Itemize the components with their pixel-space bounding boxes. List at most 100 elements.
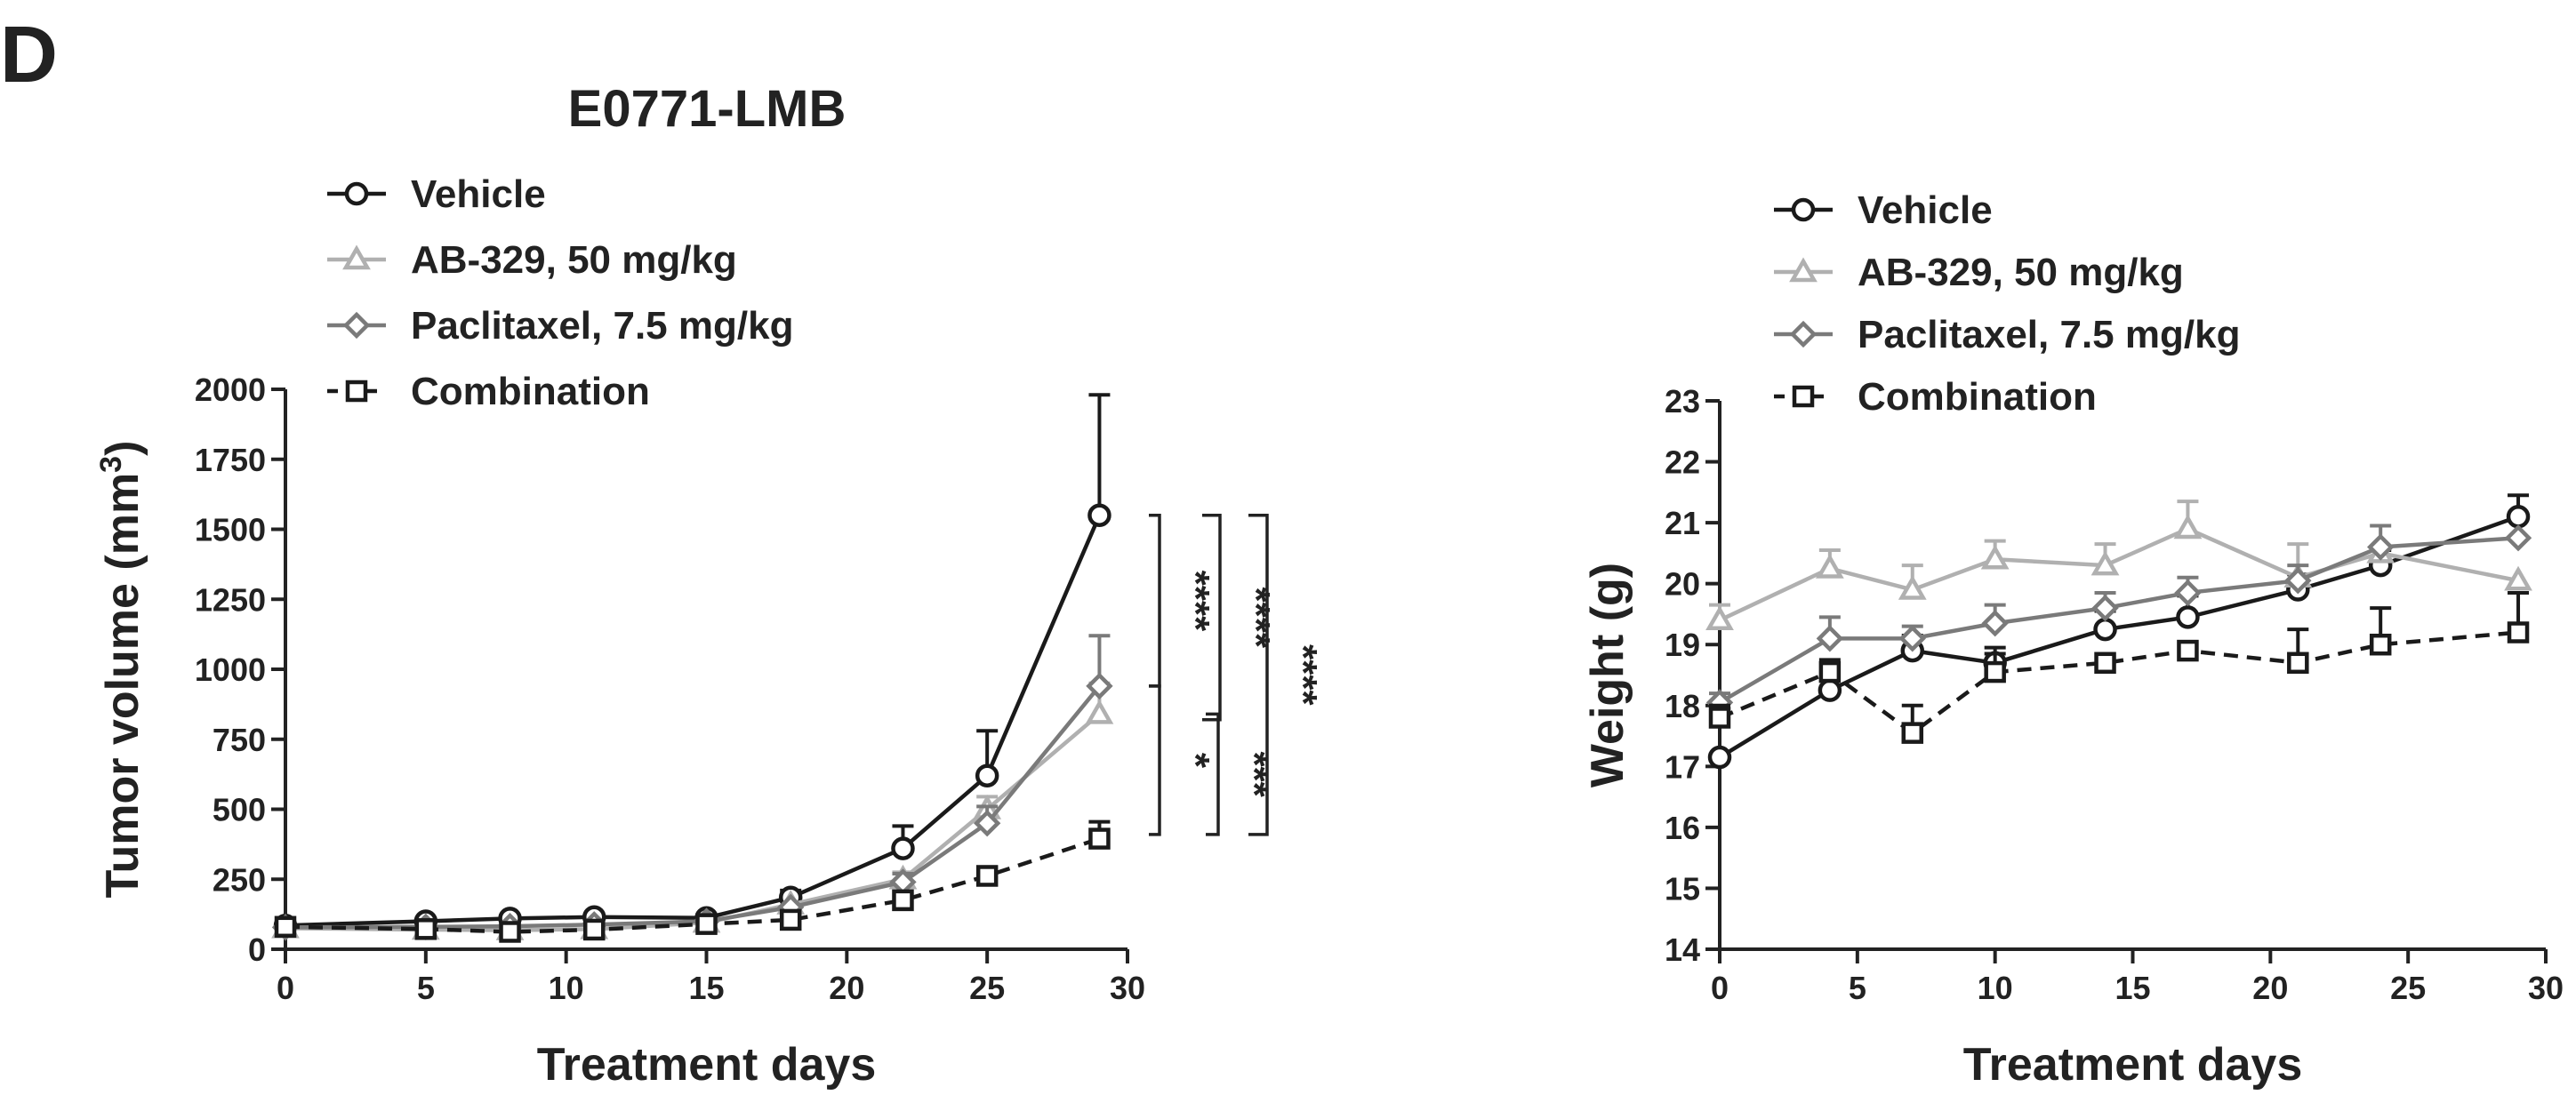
chart1-legend-item-ab-329-50-mg-kg: AB-329, 50 mg/kg: [1774, 251, 2184, 294]
chart1-legend-label: Vehicle: [1858, 188, 1993, 232]
chart0-significance-bracket: ***: [1206, 712, 1276, 836]
chart0-series-ab-329-50-mg-kg: [271, 681, 1114, 940]
chart0-x-tick-label: 0: [277, 970, 294, 1006]
chart0-data-point-combination: [1088, 827, 1111, 850]
chart0-legend-label: Combination: [411, 370, 650, 413]
chart1-data-point-vehicle: [2506, 505, 2531, 529]
chart1-data-point-ab-329-50-mg-kg: [1898, 574, 1927, 600]
chart0-data-point-combination: [414, 918, 437, 940]
chart1-x-tick-label: 30: [2528, 970, 2564, 1006]
chart0-significance-label: *: [1174, 753, 1217, 769]
chart0-y-tick-label: 1500: [195, 512, 266, 548]
chart1-data-point-combination: [2369, 633, 2392, 656]
chart0-legend-item-combination: Combination: [327, 370, 650, 413]
chart0-data-point-vehicle: [1087, 503, 1111, 527]
chart0-bracket-line: [1206, 712, 1220, 836]
chart1-legend-marker: [1792, 385, 1815, 408]
chart0-y-tick-label: 1750: [195, 442, 266, 478]
chart1-series-ab-329-50-mg-kg: [1705, 500, 2532, 631]
chart1-data-point-ab-329-50-mg-kg: [1705, 605, 1734, 631]
chart0-y-axis-title: Tumor volume (mm3): [94, 441, 148, 899]
chart1-series-paclitaxel-7-5-mg-kg: [1705, 524, 2532, 716]
chart1-data-point-vehicle: [2176, 605, 2200, 629]
tumor-volume-chart: E0771-LMB 0 250 500 750 1000 1250 1500 1750 2000 0…: [94, 80, 1325, 1091]
chart1-data-point-paclitaxel-7-5-mg-kg: [2367, 533, 2395, 561]
chart0-data-point-combination: [695, 913, 718, 935]
chart0-series-line-vehicle: [285, 514, 1102, 928]
chart1-data-point-ab-329-50-mg-kg: [2090, 550, 2120, 576]
chart0-data-point-vehicle: [975, 763, 999, 787]
chart1-data-point-combination: [2094, 651, 2116, 675]
chart0-significance-bracket: ****: [1202, 514, 1278, 722]
chart1-data-point-combination: [1708, 707, 1731, 729]
chart0-bracket-line: [1202, 514, 1222, 722]
chart1-x-tick-label: 15: [2115, 970, 2150, 1006]
chart0-data-point-paclitaxel-7-5-mg-kg: [973, 810, 1001, 837]
chart1-legend-marker: [1789, 257, 1818, 283]
chart1-legend-label: Combination: [1858, 375, 2097, 419]
chart1-x-axis-title: Treatment days: [1963, 1039, 2303, 1091]
chart0-legend-item-vehicle: Vehicle: [327, 172, 546, 216]
chart0-bracket-line: [1149, 684, 1161, 836]
chart1-data-point-combination: [1984, 660, 2006, 683]
chart0-y-tick-label: 500: [213, 792, 266, 828]
chart0-y-tick-label: 250: [213, 861, 266, 898]
chart0-x-tick-label: 20: [829, 970, 864, 1006]
chart1-data-point-paclitaxel-7-5-mg-kg: [1816, 625, 1844, 652]
chart1-data-point-combination: [2507, 621, 2530, 643]
chart1-data-point-paclitaxel-7-5-mg-kg: [2174, 579, 2202, 607]
chart0-series-vehicle: [273, 393, 1111, 938]
chart0-data-point-vehicle: [891, 836, 915, 860]
chart1-data-point-paclitaxel-7-5-mg-kg: [1981, 610, 2009, 637]
chart0-significance-label: ****: [1174, 571, 1217, 632]
chart0-significance-bracket: ****: [1248, 514, 1325, 836]
chart1-x-tick-label: 20: [2252, 970, 2288, 1006]
chart0-x-tick-label: 10: [549, 970, 584, 1006]
chart0-data-point-combination: [499, 921, 521, 943]
chart1-data-point-paclitaxel-7-5-mg-kg: [1898, 625, 1926, 652]
chart1-y-tick-label: 15: [1665, 870, 1700, 907]
chart1-data-point-combination: [2287, 651, 2309, 675]
chart0-significance-label: ****: [1234, 587, 1278, 648]
chart0-y-axis-title-suffix: ): [97, 441, 148, 456]
chart0-significance-label: ****: [1281, 644, 1325, 706]
chart1-x-tick-label: 10: [1978, 970, 2013, 1006]
chart0-significance-bracket: *: [1149, 684, 1217, 836]
chart0-legend-label: Paclitaxel, 7.5 mg/kg: [411, 304, 793, 348]
chart0-y-tick-label: 2000: [195, 372, 266, 408]
chart1-data-point-ab-329-50-mg-kg: [1980, 544, 2010, 570]
chart1-data-point-paclitaxel-7-5-mg-kg: [2091, 594, 2119, 622]
chart1-y-tick-label: 16: [1665, 810, 1700, 846]
chart1-y-tick-label: 20: [1665, 566, 1700, 603]
panel-label: D: [0, 11, 58, 100]
chart1-x-tick-label: 5: [1849, 970, 1866, 1006]
chart0-y-tick-label: 750: [213, 722, 266, 758]
chart1-y-tick-label: 18: [1665, 688, 1700, 724]
chart0-data-point-combination: [582, 918, 606, 941]
chart0-bracket-line: [1248, 514, 1269, 836]
chart1-legend-marker: [1791, 197, 1816, 222]
chart1-data-point-vehicle: [1818, 678, 1842, 702]
chart0-bracket-line: [1149, 514, 1161, 688]
chart0-significance-label: ***: [1232, 751, 1276, 797]
chart0-data-point-combination: [274, 915, 297, 939]
chart0-legend-item-ab-329-50-mg-kg: AB-329, 50 mg/kg: [327, 238, 737, 282]
chart0-significance-bracket: ****: [1149, 514, 1217, 688]
chart0-legend-marker: [342, 311, 371, 340]
chart1-legend-label: AB-329, 50 mg/kg: [1858, 251, 2184, 294]
chart1-data-point-ab-329-50-mg-kg: [2173, 514, 2203, 540]
chart1-data-point-paclitaxel-7-5-mg-kg: [2504, 524, 2532, 552]
chart0-legend-marker: [345, 380, 368, 403]
chart0-y-tick-label: 1000: [195, 651, 266, 688]
chart0-y-tick-label: 1250: [195, 581, 266, 618]
chart0-legend-marker: [342, 244, 371, 270]
chart0-y-tick-label: 0: [248, 931, 266, 968]
chart0-y-axis-title-superscript: 3: [94, 456, 128, 473]
chart0-legend-label: Vehicle: [411, 172, 546, 216]
chart0-x-tick-label: 25: [969, 970, 1005, 1006]
chart1-y-tick-label: 23: [1665, 383, 1700, 420]
chart1-legend-marker: [1789, 320, 1818, 348]
chart0-series-combination: [274, 819, 1111, 943]
chart1-data-point-combination: [1901, 722, 1924, 744]
